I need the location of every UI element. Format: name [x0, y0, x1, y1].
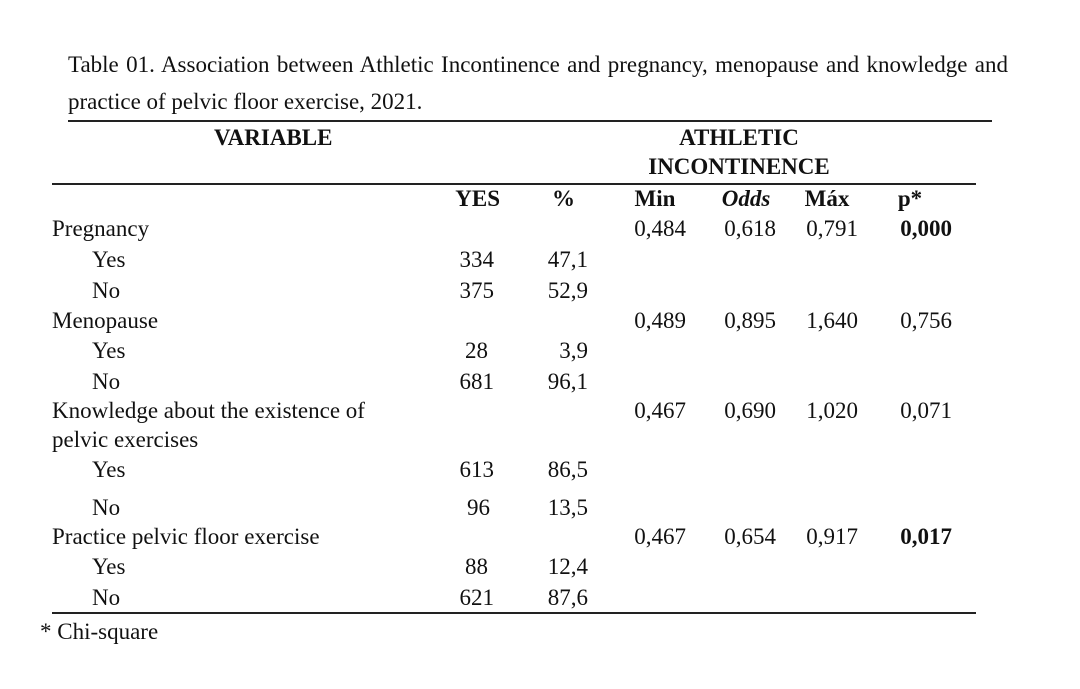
cell-yes: 613	[459, 457, 495, 482]
row-label-knowledge-line2: pelvic exercises	[52, 427, 199, 452]
cell-max: 1,640	[806, 308, 858, 333]
header-group-line2: INCONTINENCE	[648, 154, 830, 179]
row-label-knowledge: Knowledge about the existence of	[52, 398, 365, 423]
cell-p: 0,000	[900, 216, 952, 241]
cell-pct: 13,5	[547, 495, 588, 520]
cell-pct: 87,6	[547, 585, 588, 610]
cell-pct: 47,1	[547, 247, 588, 272]
row-label-no: No	[92, 369, 121, 394]
cell-pct: 86,5	[547, 457, 588, 482]
row-label-no: No	[92, 495, 121, 520]
cell-yes: 334	[459, 247, 495, 272]
cell-min: 0,467	[634, 398, 686, 423]
cell-yes: 681	[459, 369, 495, 394]
row-label-pregnancy: Pregnancy	[52, 216, 150, 241]
cell-odds: 0,690	[724, 398, 776, 423]
row-label-yes: Yes	[92, 457, 126, 482]
top-rule	[68, 120, 992, 122]
row-label-yes: Yes	[92, 554, 126, 579]
cell-yes: 28	[465, 338, 488, 363]
cell-odds: 0,895	[724, 308, 776, 333]
cell-odds: 0,618	[724, 216, 776, 241]
header-yes: YES	[455, 186, 500, 211]
table-caption: Table 01. Association between Athletic I…	[68, 52, 1008, 114]
cell-pct: 3,9	[559, 338, 588, 363]
cell-yes: 88	[465, 554, 488, 579]
row-label-no: No	[92, 585, 121, 610]
header-max: Máx	[804, 186, 850, 211]
cell-min: 0,489	[634, 308, 686, 333]
cell-yes: 375	[459, 278, 495, 303]
bottom-rule	[52, 612, 976, 614]
header-pct: %	[552, 186, 575, 211]
row-label-yes: Yes	[92, 338, 126, 363]
cell-odds: 0,654	[724, 524, 776, 549]
cell-pct: 12,4	[547, 554, 588, 579]
cell-p: 0,756	[900, 308, 952, 333]
cell-yes: 96	[467, 495, 490, 520]
row-label-no: No	[92, 278, 121, 303]
cell-p: 0,017	[900, 524, 952, 549]
header-group-line1: ATHLETIC	[679, 125, 799, 150]
cell-min: 0,467	[634, 524, 686, 549]
row-label-practice: Practice pelvic floor exercise	[52, 524, 320, 549]
cell-p: 0,071	[900, 398, 952, 423]
row-label-menopause: Menopause	[52, 308, 159, 333]
header-rule	[52, 183, 976, 185]
cell-yes: 621	[459, 585, 495, 610]
cell-min: 0,484	[634, 216, 686, 241]
cell-max: 0,791	[806, 216, 858, 241]
header-odds: Odds	[721, 186, 771, 211]
row-label-yes: Yes	[92, 247, 126, 272]
cell-pct: 52,9	[547, 278, 588, 303]
header-variable: VARIABLE	[214, 125, 333, 150]
cell-max: 1,020	[806, 398, 858, 423]
header-min: Min	[634, 186, 676, 211]
cell-pct: 96,1	[547, 369, 588, 394]
footnote: * Chi-square	[40, 619, 159, 644]
header-p: p*	[897, 186, 923, 211]
cell-max: 0,917	[806, 524, 858, 549]
